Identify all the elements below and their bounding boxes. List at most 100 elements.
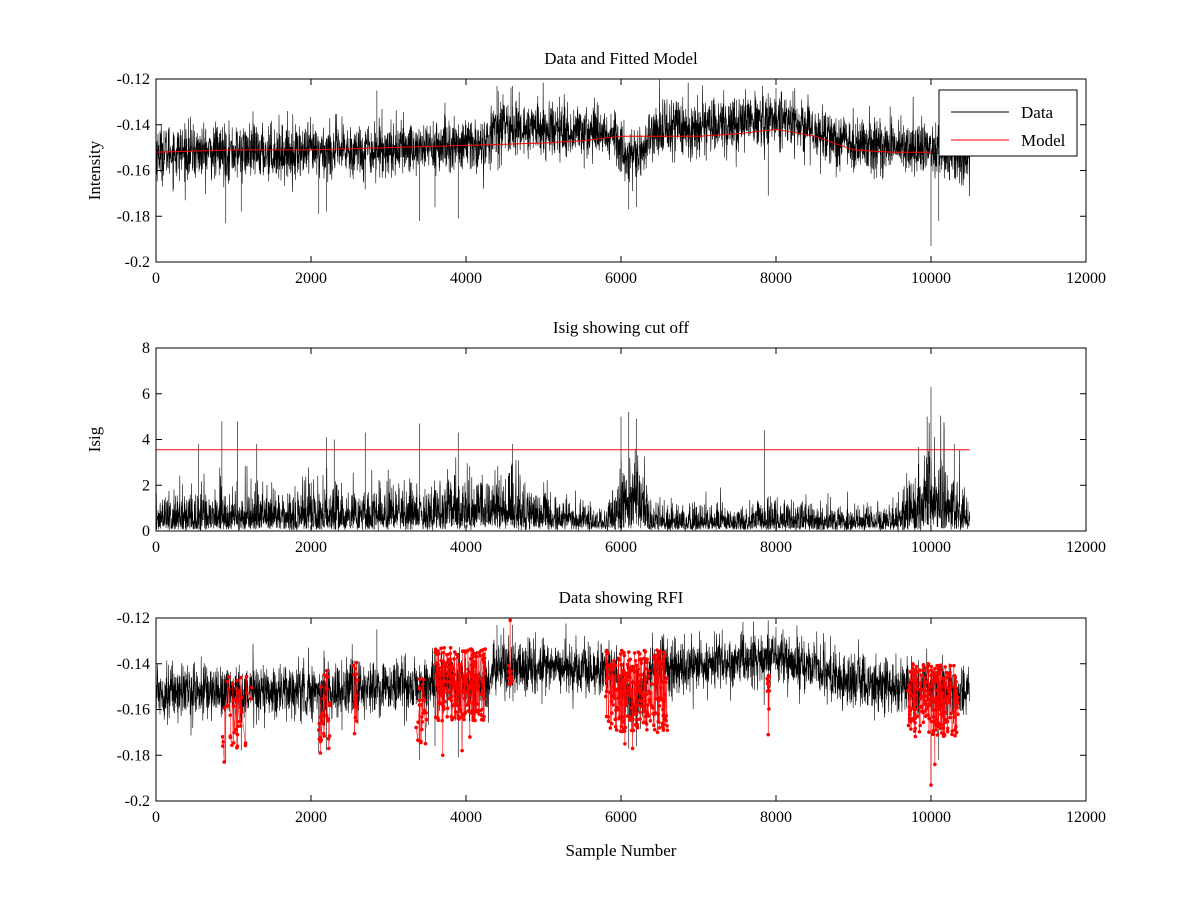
- rfi-point: [913, 734, 918, 739]
- rfi-point: [630, 688, 634, 693]
- rfi-point: [612, 675, 617, 680]
- rfi-point: [481, 656, 486, 661]
- rfi-point: [945, 685, 949, 690]
- rfi-point: [929, 719, 934, 724]
- rfi-point: [913, 720, 917, 725]
- rfi-point: [646, 714, 651, 718]
- rfi-point: [620, 672, 624, 677]
- y-tick-label: -0.14: [117, 117, 150, 134]
- rfi-point: [948, 673, 952, 677]
- rfi-point: [605, 675, 610, 679]
- rfi-point: [662, 722, 666, 727]
- rfi-point: [651, 723, 656, 728]
- x-tick-label: 6000: [605, 539, 637, 556]
- rfi-point: [417, 686, 422, 691]
- rfi-point: [479, 648, 483, 653]
- rfi-point: [609, 699, 614, 704]
- panel-1: 0 2000 4000 6000 8000 10000 12000 -0.2 -0.18 -0.1…: [85, 49, 1106, 287]
- y-tick-label: -0.18: [117, 747, 150, 764]
- rfi-point: [939, 684, 944, 688]
- rfi-point: [658, 685, 663, 690]
- rfi-point: [661, 713, 666, 718]
- rfi-point: [912, 673, 917, 678]
- rfi-point: [240, 710, 244, 714]
- rfi-point: [354, 660, 359, 665]
- rfi-point: [480, 680, 485, 684]
- rfi-point: [612, 678, 616, 683]
- rfi-point: [616, 681, 621, 686]
- rfi-point: [481, 718, 486, 722]
- rfi-point: [948, 715, 952, 720]
- y-tick-label: -0.18: [117, 208, 150, 225]
- rfi-point: [644, 692, 649, 696]
- rfi-point: [468, 709, 472, 714]
- rfi-point: [955, 705, 959, 710]
- rfi-point: [656, 652, 660, 657]
- rfi-point: [953, 733, 957, 738]
- rfi-point: [221, 739, 225, 744]
- rfi-point: [943, 710, 947, 715]
- rfi-point: [244, 674, 249, 679]
- rfi-point: [326, 718, 331, 722]
- rfi-point: [318, 739, 323, 744]
- rfi-point: [236, 724, 240, 729]
- rfi-point: [603, 694, 608, 699]
- rfi-point: [442, 707, 446, 711]
- x-tick-label: 0: [152, 270, 160, 287]
- rfi-point: [909, 727, 913, 731]
- rfi-point: [635, 667, 640, 671]
- rfi-point: [437, 679, 442, 684]
- rfi-point: [606, 719, 611, 724]
- rfi-point: [664, 714, 669, 718]
- rfi-point: [419, 739, 423, 744]
- rfi-point: [618, 729, 623, 733]
- rfi-point: [664, 718, 668, 723]
- rfi-point: [434, 683, 439, 688]
- rfi-point: [417, 698, 422, 703]
- rfi-point: [938, 663, 943, 668]
- rfi-point: [481, 660, 486, 665]
- rfi-point: [463, 710, 468, 714]
- rfi-point: [631, 667, 636, 671]
- x-tick-label: 12000: [1066, 809, 1106, 826]
- rfi-point: [477, 712, 481, 716]
- rfi-point: [639, 704, 644, 709]
- rfi-point: [631, 717, 635, 722]
- rfi-point: [236, 698, 240, 703]
- rfi-point: [609, 673, 614, 678]
- rfi-point: [939, 691, 943, 696]
- rfi-point: [645, 703, 650, 707]
- rfi-point: [249, 685, 254, 690]
- rfi-point: [355, 705, 360, 709]
- rfi-point: [466, 690, 470, 694]
- rfi-point: [658, 674, 663, 679]
- rfi-point: [457, 683, 461, 688]
- rfi-point: [647, 669, 651, 673]
- rfi-point: [642, 648, 647, 653]
- rfi-point: [324, 675, 329, 679]
- rfi-point: [477, 683, 481, 688]
- rfi-point: [604, 678, 609, 683]
- rfi-point: [608, 662, 613, 667]
- rfi-point: [352, 731, 357, 736]
- rfi-point: [324, 713, 329, 718]
- rfi-point: [467, 699, 472, 704]
- rfi-point: [474, 654, 479, 659]
- rfi-point: [639, 661, 644, 665]
- rfi-point: [634, 692, 639, 697]
- rfi-point: [447, 657, 451, 662]
- rfi-point: [908, 669, 913, 674]
- rfi-point: [612, 693, 616, 697]
- rfi-point: [622, 668, 626, 673]
- rfi-point: [420, 715, 424, 719]
- rfi-point: [622, 650, 626, 655]
- rfi-point: [454, 680, 459, 684]
- rfi-point: [661, 680, 665, 684]
- rfi-point: [649, 682, 654, 686]
- rfi-point: [420, 727, 424, 732]
- rfi-point: [642, 682, 647, 686]
- rfi-point: [907, 712, 912, 717]
- x-tick-label: 10000: [911, 539, 951, 556]
- rfi-point: [923, 714, 928, 719]
